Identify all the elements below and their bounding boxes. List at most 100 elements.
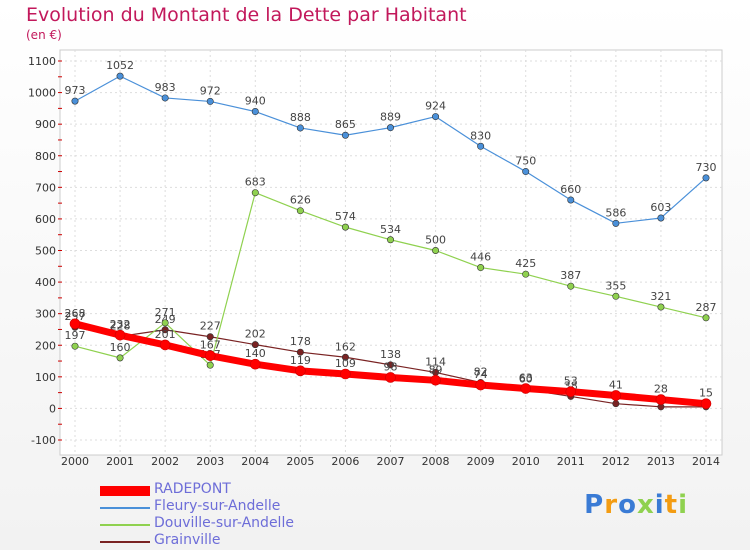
data-point bbox=[522, 270, 530, 278]
data-point bbox=[432, 247, 440, 255]
data-point bbox=[567, 196, 575, 204]
data-label: 98 bbox=[384, 360, 398, 373]
data-point bbox=[341, 353, 349, 361]
data-point bbox=[565, 386, 577, 397]
y-tick-label: 600 bbox=[35, 213, 56, 226]
proxiti-logo: Proxiti bbox=[584, 490, 688, 520]
y-tick-label: 1000 bbox=[28, 87, 56, 100]
data-point bbox=[251, 341, 259, 349]
y-tick-label: 200 bbox=[35, 339, 56, 352]
data-label: 603 bbox=[650, 201, 671, 214]
data-label: 730 bbox=[696, 161, 717, 174]
data-label: 53 bbox=[564, 375, 578, 388]
x-tick-label: 2013 bbox=[647, 455, 675, 468]
x-tick-label: 2000 bbox=[61, 455, 89, 468]
logo-letter: o bbox=[618, 490, 637, 520]
data-point bbox=[612, 400, 620, 408]
data-label: 82 bbox=[474, 366, 488, 379]
data-label: 178 bbox=[290, 335, 311, 348]
data-point bbox=[116, 72, 124, 80]
data-label: 355 bbox=[605, 279, 626, 292]
logo-letter: i bbox=[654, 490, 665, 520]
data-label: 60 bbox=[519, 372, 533, 385]
data-label: 586 bbox=[605, 206, 626, 219]
data-point bbox=[567, 282, 575, 290]
logo-letter: x bbox=[636, 490, 655, 520]
data-point bbox=[296, 124, 304, 132]
x-tick-label: 2005 bbox=[286, 455, 314, 468]
legend-swatch bbox=[100, 507, 150, 509]
data-label: 114 bbox=[425, 355, 446, 368]
y-tick-label: 900 bbox=[35, 118, 56, 131]
data-label: 197 bbox=[65, 329, 86, 342]
x-tick-label: 2009 bbox=[467, 455, 495, 468]
data-label: 425 bbox=[515, 257, 536, 270]
legend-label: Douville-sur-Andelle bbox=[154, 515, 294, 531]
data-label: 15 bbox=[699, 387, 713, 400]
data-point bbox=[386, 361, 394, 369]
plot-area bbox=[59, 49, 723, 456]
data-point bbox=[71, 97, 79, 105]
y-tick-label: 800 bbox=[35, 150, 56, 163]
y-tick-label: 300 bbox=[35, 308, 56, 321]
y-tick-label: 700 bbox=[35, 181, 56, 194]
data-point bbox=[702, 314, 710, 322]
data-point bbox=[204, 350, 216, 361]
x-tick-label: 2007 bbox=[377, 455, 405, 468]
data-label: 74 bbox=[474, 368, 488, 381]
data-point bbox=[159, 339, 171, 351]
data-label: 138 bbox=[380, 348, 401, 361]
data-label: 1052 bbox=[106, 59, 134, 72]
data-point bbox=[295, 365, 306, 377]
data-label: 683 bbox=[245, 176, 266, 189]
data-label: 160 bbox=[110, 341, 131, 354]
data-point bbox=[296, 348, 304, 356]
data-label: 750 bbox=[515, 155, 536, 168]
y-tick-label: 1100 bbox=[28, 55, 56, 68]
data-point bbox=[206, 97, 214, 105]
x-tick-label: 2004 bbox=[241, 455, 269, 468]
data-point bbox=[610, 390, 622, 401]
x-tick-label: 2001 bbox=[106, 455, 134, 468]
data-label: 387 bbox=[560, 269, 581, 282]
data-point bbox=[655, 394, 667, 405]
data-point bbox=[206, 333, 214, 341]
data-label: 983 bbox=[155, 81, 176, 94]
data-label: 830 bbox=[470, 129, 491, 142]
data-point bbox=[386, 124, 394, 132]
data-label: 940 bbox=[245, 95, 266, 108]
data-label: 162 bbox=[335, 340, 356, 353]
data-label: 973 bbox=[65, 84, 86, 97]
data-label: 534 bbox=[380, 223, 401, 236]
data-label: 924 bbox=[425, 100, 446, 113]
data-label: 228 bbox=[110, 319, 131, 332]
logo-letter: t bbox=[664, 490, 679, 520]
x-tick-label: 2008 bbox=[422, 455, 450, 468]
data-point bbox=[206, 361, 214, 369]
data-point bbox=[251, 189, 259, 197]
data-label: 888 bbox=[290, 111, 311, 124]
data-label: 232 bbox=[110, 318, 131, 331]
data-label: 321 bbox=[650, 290, 671, 303]
data-label: 167 bbox=[200, 339, 221, 352]
y-tick-label: -100 bbox=[31, 434, 56, 447]
data-label: 249 bbox=[155, 313, 176, 326]
data-label: 865 bbox=[335, 118, 356, 131]
data-label: 257 bbox=[65, 310, 86, 323]
data-label: 574 bbox=[335, 210, 356, 223]
data-label: 109 bbox=[335, 357, 356, 370]
data-point bbox=[161, 94, 169, 102]
data-label: 63 bbox=[519, 372, 533, 385]
legend-swatch bbox=[100, 524, 150, 526]
data-label: 271 bbox=[155, 306, 176, 319]
y-tick-label: 0 bbox=[49, 402, 56, 415]
y-tick-label: 100 bbox=[35, 371, 56, 384]
data-label: 626 bbox=[290, 194, 311, 207]
unit-label: (en €) bbox=[26, 28, 62, 42]
data-label: 140 bbox=[245, 347, 266, 360]
data-point bbox=[475, 379, 486, 391]
data-point bbox=[477, 142, 485, 150]
data-label: 660 bbox=[560, 183, 581, 196]
